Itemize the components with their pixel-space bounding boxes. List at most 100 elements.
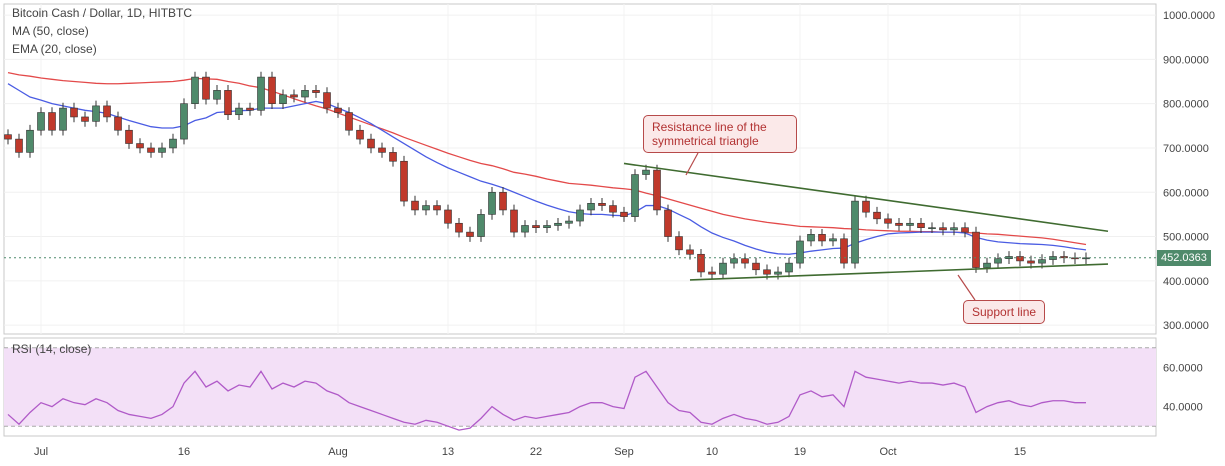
ema-legend[interactable]: EMA (20, close) xyxy=(12,42,97,56)
candle-body xyxy=(191,76,199,104)
candle-body xyxy=(752,262,760,271)
candle-body xyxy=(895,222,903,226)
time-axis[interactable]: Jul 16 Aug 13 22 Sep 10 19 Oct 15 xyxy=(34,446,1026,458)
candle-body xyxy=(741,258,749,264)
candle xyxy=(697,248,705,278)
candle-body xyxy=(873,211,881,220)
main-pane xyxy=(3,3,1157,436)
candle-body xyxy=(763,269,771,275)
candle xyxy=(631,169,639,222)
candle-body xyxy=(807,234,815,242)
candle-body xyxy=(26,129,34,153)
candle-body xyxy=(422,205,430,211)
candle-body xyxy=(1027,260,1035,264)
candle xyxy=(884,213,892,229)
time-tick-label[interactable]: 22 xyxy=(530,446,542,458)
last-price-tag: 452.0363 xyxy=(1157,249,1211,266)
candle-body xyxy=(92,105,100,122)
time-tick-label[interactable]: Aug xyxy=(328,446,348,458)
price-tick-label[interactable]: 1000.0000 xyxy=(1163,10,1215,22)
rsi-tick-label[interactable]: 60.0000 xyxy=(1163,362,1203,374)
candle-body xyxy=(840,238,848,264)
candle-body xyxy=(15,138,23,153)
candle xyxy=(675,231,683,256)
candle xyxy=(488,186,496,220)
candle-body xyxy=(356,129,364,140)
candle xyxy=(829,233,837,247)
candle xyxy=(851,195,859,269)
price-tick-label[interactable]: 900.0000 xyxy=(1163,54,1209,66)
price-tick-label[interactable]: 500.0000 xyxy=(1163,232,1209,244)
candle-body xyxy=(114,116,122,131)
candle-body xyxy=(884,218,892,224)
candle xyxy=(48,107,56,136)
time-tick-label[interactable]: Jul xyxy=(34,446,48,458)
candle xyxy=(15,133,23,158)
time-tick-label[interactable]: 10 xyxy=(706,446,718,458)
time-tick-label[interactable]: 19 xyxy=(794,446,806,458)
price-tick-label[interactable]: 300.0000 xyxy=(1163,320,1209,332)
ma-legend[interactable]: MA (50, close) xyxy=(12,24,89,38)
trendlines xyxy=(623,152,1109,301)
price-tick-label[interactable]: 700.0000 xyxy=(1163,143,1209,155)
candle xyxy=(389,147,397,167)
candle-body xyxy=(994,258,1002,264)
candle-body xyxy=(477,214,485,237)
rsi-tick-label[interactable]: 40.0000 xyxy=(1163,402,1203,414)
candle-body xyxy=(444,209,452,224)
candle xyxy=(928,222,936,234)
price-tick-label[interactable]: 800.0000 xyxy=(1163,99,1209,111)
candle xyxy=(213,85,221,105)
candle-body xyxy=(147,147,155,153)
rsi-legend[interactable]: RSI (14, close) xyxy=(12,342,92,356)
candle xyxy=(70,102,78,123)
candle xyxy=(180,98,188,145)
candle-body xyxy=(235,107,243,116)
candle xyxy=(4,129,12,145)
time-tick-label[interactable]: Sep xyxy=(614,446,634,458)
time-tick-label[interactable]: Oct xyxy=(879,446,896,458)
time-tick-label[interactable]: 16 xyxy=(178,446,190,458)
candle-body xyxy=(576,209,584,222)
candle-body xyxy=(818,234,826,242)
candle xyxy=(510,204,518,238)
candle-body xyxy=(983,262,991,268)
candle xyxy=(620,206,628,222)
candle-body xyxy=(620,211,628,217)
support-callout: Support line xyxy=(963,300,1046,324)
candle-body xyxy=(1038,259,1046,264)
candle xyxy=(26,124,34,158)
candle xyxy=(81,111,89,127)
support-callout-pointer xyxy=(957,274,976,301)
candle xyxy=(411,195,419,216)
candle-body xyxy=(125,129,133,144)
candle-body xyxy=(543,225,551,228)
candle-body xyxy=(334,107,342,113)
candle xyxy=(785,257,793,278)
candle xyxy=(477,209,485,242)
price-tick-label[interactable]: 400.0000 xyxy=(1163,276,1209,288)
candle-body xyxy=(598,203,606,206)
candle-body xyxy=(829,238,837,242)
candle xyxy=(334,102,342,118)
price-tick-label[interactable]: 600.0000 xyxy=(1163,187,1209,199)
candle-body xyxy=(455,222,463,233)
candle-body xyxy=(554,222,562,226)
main-grid xyxy=(4,4,1156,436)
candle-body xyxy=(301,90,309,98)
rsi-axis[interactable]: 60.0000 40.0000 xyxy=(1163,362,1203,413)
candle xyxy=(741,253,749,269)
candle xyxy=(939,222,947,236)
candle xyxy=(422,200,430,216)
time-tick-label[interactable]: 15 xyxy=(1014,446,1026,458)
candle-body xyxy=(950,227,958,231)
candle xyxy=(103,100,111,123)
time-tick-label[interactable]: 13 xyxy=(442,446,454,458)
price-axis[interactable]: 1000.0000 900.0000 800.0000 700.0000 600.000… xyxy=(1163,10,1215,332)
candle-body xyxy=(917,222,925,228)
candle xyxy=(257,71,265,116)
candle xyxy=(972,226,980,273)
candle-body xyxy=(81,116,89,122)
candle-body xyxy=(796,240,804,264)
candle xyxy=(686,244,694,260)
